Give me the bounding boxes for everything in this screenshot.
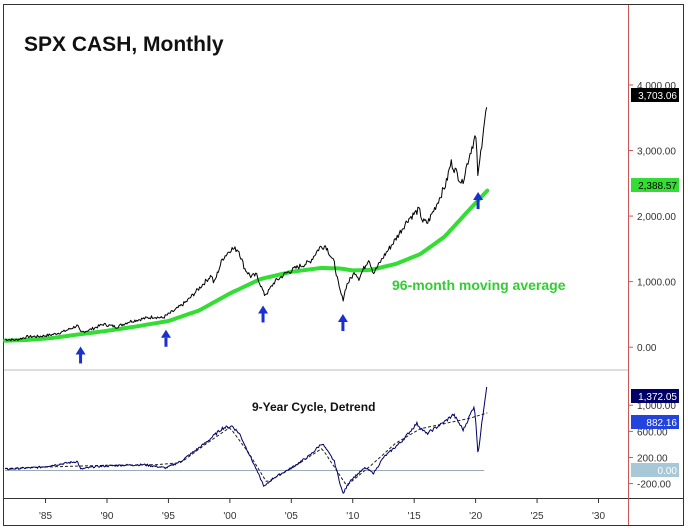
- main-y-tick-label: 0.00: [637, 343, 657, 354]
- detrend-y-tick-label: -200.00: [637, 480, 671, 491]
- moving-average-label: 96-month moving average: [392, 277, 566, 293]
- main-y-tick-label: 3,000.00: [637, 147, 676, 158]
- zero-value-badge-text: 0.00: [658, 466, 678, 477]
- cycle-low-markers: [75, 192, 484, 364]
- chart-frame: [3, 4, 684, 526]
- ma-last-value-badge-bg: [631, 178, 679, 192]
- arrow-head: [75, 346, 86, 355]
- x-tick-label: '10: [346, 511, 359, 522]
- detrend-y-ticks: -200.00 200.00 600.00 1,000.00: [628, 401, 676, 491]
- detrend-last-value-badge-bg: [631, 389, 679, 403]
- cycle-low-arrow: [75, 346, 86, 364]
- arrow-shaft: [261, 313, 265, 323]
- main-series: [3, 107, 490, 343]
- detrend-panel-title: 9-Year Cycle, Detrend: [252, 400, 375, 414]
- cycle-low-arrow: [337, 313, 348, 331]
- zero-value-badge: 0.00: [631, 463, 679, 477]
- main-y-tick-label: 4,000.00: [637, 81, 676, 92]
- detrend-y-tick-label: 1,000.00: [637, 401, 676, 412]
- spx-last-value-badge: 3,703.06: [631, 88, 679, 102]
- cycle-last-value-badge: 882.16: [631, 415, 679, 429]
- zero-value-badge-bg: [631, 463, 679, 477]
- spx-last-value-badge-bg: [631, 88, 679, 102]
- arrow-head: [337, 313, 348, 322]
- x-tick-label: '15: [408, 511, 421, 522]
- chart-title: SPX CASH, Monthly: [24, 33, 224, 56]
- arrow-shaft: [164, 337, 168, 347]
- x-tick-label: '95: [162, 511, 175, 522]
- main-y-tick-label: 2,000.00: [637, 212, 676, 223]
- arrow-head: [258, 305, 269, 314]
- x-tick-label: '25: [531, 511, 544, 522]
- arrow-head: [473, 192, 484, 201]
- moving-average-line: [3, 188, 490, 343]
- spx-price-line: [4, 107, 488, 342]
- cycle-low-arrow: [160, 329, 171, 347]
- main-y-ticks: 0.00 1,000.00 2,000.00 3,000.00 4,000.00: [628, 81, 676, 354]
- x-tick-label: '20: [469, 511, 482, 522]
- detrend-series: [4, 386, 488, 495]
- detrend-y-tick-label: 200.00: [637, 453, 668, 464]
- x-tick-label: '05: [285, 511, 298, 522]
- arrow-shaft: [79, 354, 83, 364]
- x-tick-label: '85: [39, 511, 52, 522]
- cycle-low-arrow: [473, 192, 484, 210]
- cycle-last-value-badge-bg: [631, 415, 679, 429]
- x-tick-label: '00: [223, 511, 236, 522]
- x-tick-label: '30: [592, 511, 605, 522]
- detrend-y-tick-label: 600.00: [637, 427, 668, 438]
- x-tick-label: '90: [100, 511, 113, 522]
- x-ticks: '85 '90 '95 '00 '05 '10 '15 '20 '25 '30: [39, 498, 605, 522]
- value-badges: 3,703.06 2,388.57 1,372.05 882.16 0.00: [631, 88, 679, 477]
- arrow-shaft: [476, 200, 480, 210]
- spx-last-value-badge-text: 3,703.06: [638, 91, 677, 102]
- main-y-tick-label: 1,000.00: [637, 278, 676, 289]
- detrend-last-value-badge-text: 1,372.05: [638, 392, 677, 403]
- arrow-head: [160, 329, 171, 338]
- cycle-low-arrow: [258, 305, 269, 323]
- arrow-shaft: [341, 321, 345, 331]
- ma-last-value-badge-text: 2,388.57: [638, 181, 677, 192]
- detrend-line: [4, 386, 488, 495]
- ma-last-value-badge: 2,388.57: [631, 178, 679, 192]
- cycle-last-value-badge-text: 882.16: [646, 418, 677, 429]
- detrend-last-value-badge: 1,372.05: [631, 389, 679, 403]
